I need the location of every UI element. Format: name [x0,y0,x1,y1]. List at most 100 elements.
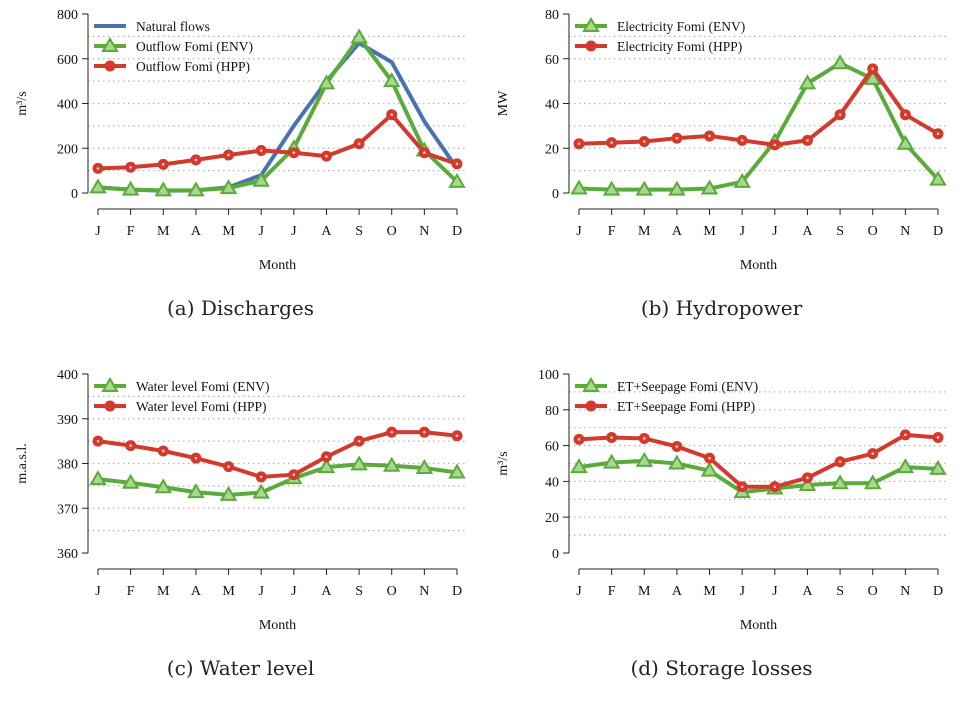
p2-series-0-point [317,458,336,474]
caption-water-level: (c) Water level [166,656,315,680]
p2-x-tick-label: S [355,584,363,599]
p3-x-tick-label: J [739,584,745,599]
p1-x-tick-label: A [672,224,683,239]
p1-x-tick-label: D [933,224,943,239]
p0-x-tick-label: J [291,224,297,239]
p0-legend-marker-1 [101,37,119,52]
p3-series-1-point-center [936,436,940,439]
p3-x-tick-label: J [576,584,582,599]
p0-x-tick-label: J [95,224,101,239]
p2-series-1-point-center [96,439,100,443]
p1-series-1-point-center [871,67,875,71]
p1-x-tick-label: N [900,224,910,239]
p3-legend-label-0: ET+Seepage Fomi (ENV) [617,379,758,394]
p0-y-tick-label: 400 [57,98,78,113]
p2-series-1-point-center [292,473,296,476]
p1-series-0-point [863,69,882,85]
p3-series-1-point-center [642,437,646,440]
p2-series-0-point [219,485,238,501]
p1-x-tick-label: S [836,224,844,239]
p1-series-1-point-center [740,139,744,142]
p3-series-0-point [602,453,621,469]
p2-series-1-point-center [227,465,230,468]
panel-water-level: 360 370 380 390 400 J F M A M J J A S O N D Month m.a.s.l.… [0,360,481,703]
p1-x-tick-label: J [576,224,582,239]
p0-series-2-point-center [292,151,296,155]
p1-series-0-point [635,180,654,196]
p0-series-2-point-center [455,162,459,166]
caption-storage-losses: (d) Storage losses [630,656,813,680]
p1-series-1-point-center [838,113,842,116]
p1-y-tick-label: 0 [552,187,559,202]
chart-water-level: 360 370 380 390 400 J F M A M J J A S O N D Month m.a.s.l.… [15,368,467,633]
p1-y-tick-label: 60 [545,53,559,68]
p1-x-axis-title: Month [740,258,777,273]
p1-series-0-point [896,134,915,150]
p3-x-tick-label: N [900,584,910,599]
p1-x-tick-label: A [802,224,813,239]
p3-series-1-point-center [806,476,809,480]
p3-x-tick-label: M [638,584,651,599]
p3-series-line-0 [578,458,939,495]
p1-y-tick-label: 40 [545,98,559,113]
p1-series-0-point [733,172,751,188]
p0-x-axis-title: Month [259,258,296,273]
p2-series-1-point-center [129,444,132,447]
chart-storage-losses: 0 20 40 60 80 100 J F M A M J J A S O N D Month m³/s ET+Seep… [496,368,948,633]
p0-legend-marker-2 [104,60,116,72]
p3-legend-label-1: ET+Seepage Fomi (HPP) [617,399,755,414]
p2-y-tick-label: 380 [57,458,78,473]
p3-legend-marker-0 [582,377,600,392]
p0-x-tick-label: F [127,224,135,239]
p2-x-tick-label: M [222,584,235,599]
caption-discharges: (a) Discharges [166,296,315,320]
p0-series-1-point [448,172,466,188]
p0-x-tick-label: M [222,224,235,239]
p3-x-axis-title: Month [740,618,777,633]
p3-x-tick-label: S [836,584,844,599]
p0-series-1-point [317,74,336,90]
p2-series-0-point [89,470,107,486]
p2-legend-label-0: Water level Fomi (ENV) [136,379,270,394]
p2-series-0-point [154,478,173,494]
p3-x-tick-label: A [672,584,683,599]
p1-series-line-1 [578,66,940,147]
p3-y-tick-label: 20 [545,511,559,526]
p2-x-tick-label: J [291,584,297,599]
caption-hydropower: (b) Hydropower [640,296,803,320]
p3-series-0-point [896,458,915,474]
p0-series-2-point-center [129,165,132,169]
p3-y-tick-label: 60 [545,440,559,455]
p0-series-1-point [252,171,270,187]
p0-series-2-point-center [227,153,230,157]
p2-x-tick-label: F [127,584,135,599]
p1-series-0-point [700,179,719,195]
p0-x-tick-label: O [387,224,397,239]
p2-x-tick-label: D [452,584,462,599]
p2-series-1-point-center [423,430,426,434]
p0-y-tick-label: 600 [57,53,78,68]
p0-x-tick-label: S [355,224,363,239]
p3-series-0-point [635,451,654,467]
p3-series-0-point [831,474,849,490]
p1-x-tick-label: M [703,224,716,239]
p3-x-tick-label: D [933,584,943,599]
p3-y-tick-label: 0 [552,547,559,562]
p3-y-tick-label: 40 [545,475,559,490]
p1-series-0-point [570,179,588,195]
p3-x-tick-label: O [868,584,878,599]
chart-hydropower: 0 20 40 60 80 J F M A M J J A S O N D Month MW Electricity … [496,8,948,273]
p0-series-2-point-center [96,167,100,170]
p3-series-0-point [668,454,686,470]
p0-series-1-point [89,178,107,194]
p1-series-1-point-center [773,143,777,147]
p1-series-1-point-center [708,134,711,138]
p1-series-0-point [798,74,817,90]
p0-legend-label-2: Outflow Fomi (HPP) [136,59,250,74]
p2-x-tick-label: A [321,584,332,599]
p1-x-tick-label: M [638,224,651,239]
p1-series-1-point-center [610,141,613,144]
p0-x-tick-label: A [321,224,332,239]
p2-y-axis-title: m.a.s.l. [15,443,30,483]
p0-series-line-2 [97,112,458,171]
